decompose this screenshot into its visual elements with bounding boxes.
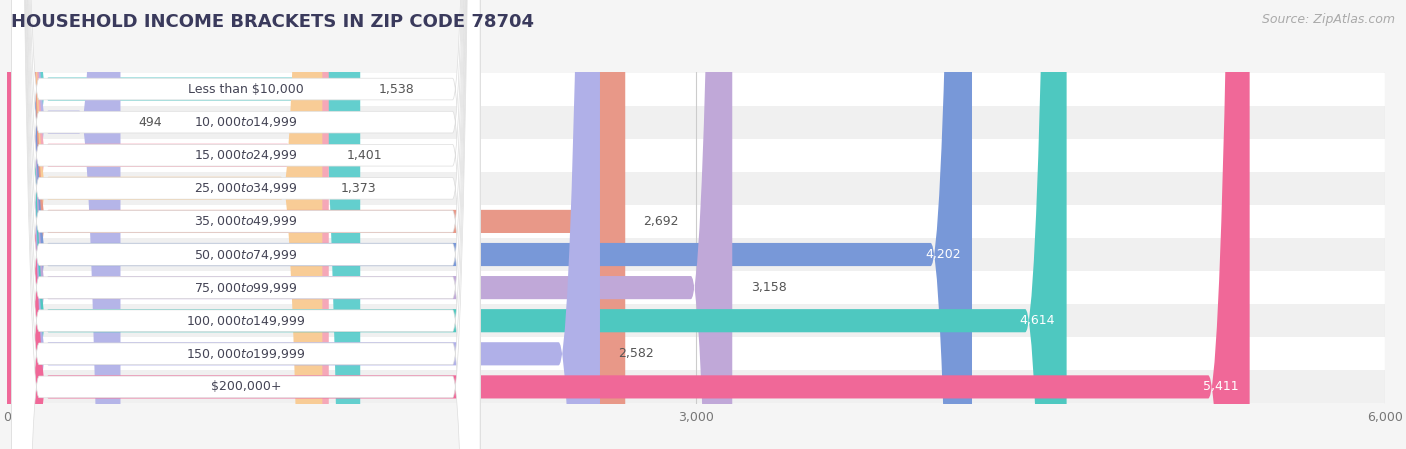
Text: 5,411: 5,411	[1202, 380, 1239, 393]
Text: $10,000 to $14,999: $10,000 to $14,999	[194, 115, 298, 129]
Bar	[7, 304, 1385, 337]
Text: $100,000 to $149,999: $100,000 to $149,999	[186, 314, 305, 328]
FancyBboxPatch shape	[11, 0, 479, 449]
FancyBboxPatch shape	[7, 0, 733, 449]
Text: $75,000 to $99,999: $75,000 to $99,999	[194, 281, 298, 295]
Text: 1,401: 1,401	[347, 149, 382, 162]
Text: Source: ZipAtlas.com: Source: ZipAtlas.com	[1261, 13, 1395, 26]
Text: 4,614: 4,614	[1019, 314, 1054, 327]
FancyBboxPatch shape	[11, 0, 479, 449]
FancyBboxPatch shape	[11, 0, 479, 449]
FancyBboxPatch shape	[7, 0, 626, 449]
Bar	[7, 370, 1385, 404]
Bar	[7, 139, 1385, 172]
FancyBboxPatch shape	[7, 0, 329, 449]
Bar	[7, 172, 1385, 205]
FancyBboxPatch shape	[11, 0, 479, 449]
Bar	[7, 238, 1385, 271]
Text: $50,000 to $74,999: $50,000 to $74,999	[194, 247, 298, 261]
Bar	[7, 72, 1385, 106]
Text: 1,373: 1,373	[340, 182, 377, 195]
Text: 4,202: 4,202	[925, 248, 960, 261]
FancyBboxPatch shape	[11, 0, 479, 449]
FancyBboxPatch shape	[7, 0, 322, 449]
Text: Less than $10,000: Less than $10,000	[188, 83, 304, 96]
FancyBboxPatch shape	[7, 0, 600, 449]
FancyBboxPatch shape	[11, 0, 479, 449]
FancyBboxPatch shape	[11, 0, 479, 449]
Text: 494: 494	[139, 116, 163, 129]
Text: $150,000 to $199,999: $150,000 to $199,999	[186, 347, 305, 361]
FancyBboxPatch shape	[11, 0, 479, 449]
Bar	[7, 337, 1385, 370]
Text: $15,000 to $24,999: $15,000 to $24,999	[194, 148, 298, 162]
FancyBboxPatch shape	[11, 0, 479, 449]
FancyBboxPatch shape	[7, 0, 1067, 449]
FancyBboxPatch shape	[7, 0, 972, 449]
Text: 2,692: 2,692	[644, 215, 679, 228]
Bar	[7, 205, 1385, 238]
Bar	[7, 106, 1385, 139]
Text: 3,158: 3,158	[751, 281, 786, 294]
FancyBboxPatch shape	[11, 0, 479, 449]
Text: HOUSEHOLD INCOME BRACKETS IN ZIP CODE 78704: HOUSEHOLD INCOME BRACKETS IN ZIP CODE 78…	[11, 13, 534, 31]
Text: $35,000 to $49,999: $35,000 to $49,999	[194, 215, 298, 229]
Bar	[7, 271, 1385, 304]
Text: 2,582: 2,582	[619, 347, 654, 360]
FancyBboxPatch shape	[7, 0, 360, 449]
Text: $25,000 to $34,999: $25,000 to $34,999	[194, 181, 298, 195]
FancyBboxPatch shape	[7, 0, 121, 449]
Text: $200,000+: $200,000+	[211, 380, 281, 393]
Text: 1,538: 1,538	[378, 83, 415, 96]
FancyBboxPatch shape	[7, 0, 1250, 449]
